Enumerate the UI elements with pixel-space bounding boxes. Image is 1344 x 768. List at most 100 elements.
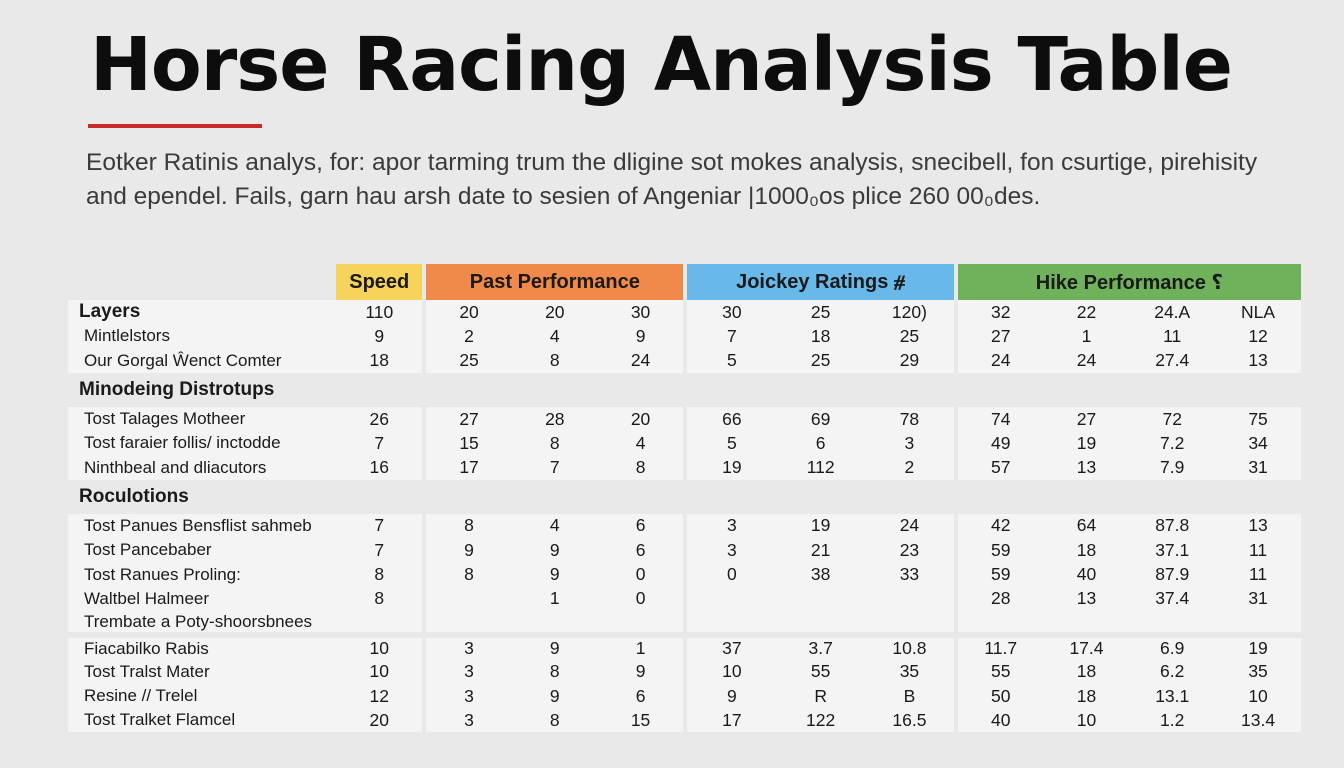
table-cell [687,479,777,514]
group-header-hike-performance[interactable]: Hike Performance ⸮ [957,264,1301,300]
table-cell: 13.4 [1215,708,1301,733]
table-cell: 8 [336,562,423,587]
table-row: Waltbel Halmeer 8 1 0 28 13 37.4 31 [68,586,1301,611]
table-cell [1129,479,1216,514]
table-cell [1215,372,1301,407]
row-label: Trembate a Poty-shoorsbnees [68,610,337,636]
table-cell: 10 [687,659,777,684]
table-cell: 10.8 [865,632,954,660]
table-cell: 9 [336,324,423,349]
table-cell: 9 [511,683,598,709]
column-divider [683,538,688,563]
table-cell: 3 [426,683,512,709]
column-divider [683,479,688,514]
column-divider [683,406,688,432]
table-cell: 7 [336,513,423,539]
table-cell [426,479,512,514]
table-cell: 10 [1043,708,1130,733]
table-cell: 59 [957,538,1044,563]
table-cell: 7 [687,324,777,349]
column-divider [953,300,958,325]
table-cell: 112 [776,455,866,480]
table-cell: 6 [597,538,684,563]
table-cell: 6 [597,683,684,709]
table-cell: 27 [1043,406,1130,432]
header-spacer [68,264,336,300]
group-header-jockey-ratings[interactable]: Joickey Ratings ⧣ [687,264,954,300]
table-cell: 55 [776,659,866,684]
table-cell: 4 [511,513,598,539]
table-cell: 0 [597,562,684,587]
table-cell: 9 [511,562,598,587]
table-cell: 57 [957,455,1044,480]
table-cell: 11 [1215,538,1301,563]
row-label: Our Gorgal Ŵenct Comter [68,348,337,373]
table-cell: 13 [1215,513,1301,539]
table-cell: 30 [687,300,777,325]
table-cell: 25 [865,324,954,349]
column-divider [422,264,427,300]
column-divider [683,264,688,300]
table-cell: 0 [597,586,684,611]
table-cell: 17.4 [1043,632,1130,660]
table-cell [511,479,598,514]
table-cell: 40 [957,708,1044,733]
table-row: Fiacabilko Rabis 10 3 9 1 37 3.7 10.8 11.7 17.4 6.… [68,632,1301,660]
table-cell [511,372,598,407]
table-cell [865,610,954,636]
row-label: Resine // Trelel [68,683,337,709]
table-cell: 7 [511,455,598,480]
table-cell: 110 [336,300,423,325]
table-row: Tost faraier follis/ inctodde 7 15 8 4 5 6 3 49 1… [68,431,1301,456]
table-cell: 13 [1215,348,1301,373]
column-divider [683,372,688,407]
intro-paragraph: Eotker Ratinis analys, for: apor tarming… [86,149,1258,210]
table-cell: 32 [957,300,1044,325]
table-cell: 5 [687,431,777,456]
column-divider [683,455,688,480]
table-cell: 40 [1043,562,1130,587]
table-cell: 3 [426,708,512,733]
row-label: Tost Tralket Flamcel [68,708,337,733]
page-title: Horse Racing Analysis Table [90,22,1233,108]
table-cell: 8 [426,562,512,587]
table-cell: 72 [1129,406,1216,432]
table-cell: 35 [1215,659,1301,684]
column-divider [422,348,427,373]
column-divider [422,324,427,349]
table-cell: 1 [597,632,684,660]
table-cell [511,610,598,636]
column-divider [422,431,427,456]
table-cell [426,586,512,611]
table-cell: 11.7 [957,632,1044,660]
table-cell: 8 [511,348,598,373]
table-cell [687,372,777,407]
table-cell: 31 [1215,455,1301,480]
table-cell: 4 [597,431,684,456]
table-cell: 31 [1215,586,1301,611]
table-cell: 37.4 [1129,586,1216,611]
table-cell: 17 [426,455,512,480]
table-cell: 11 [1129,324,1216,349]
row-label: Mintlelstors [68,324,337,349]
column-divider [953,586,958,611]
table-cell: 6 [776,431,866,456]
table-row: Tost Talages Motheer 26 27 28 20 66 69 78 74 27 72… [68,406,1301,432]
row-label: Tost Panues Bensflist sahmeb [68,513,337,539]
column-divider [422,610,427,636]
table-cell: 42 [957,513,1044,539]
table-cell [687,586,777,611]
table-cell: 9 [597,324,684,349]
column-divider [422,372,427,407]
table-cell: 37.1 [1129,538,1216,563]
table-cell [865,372,954,407]
table-cell [597,372,684,407]
column-divider [422,513,427,539]
group-header-speed[interactable]: Speed [336,264,423,300]
group-header-past-performance[interactable]: Past Performance [426,264,684,300]
table-cell: 28 [511,406,598,432]
table-cell: 17 [687,708,777,733]
table-cell: 9 [597,659,684,684]
table-cell [426,372,512,407]
column-divider [422,479,427,514]
